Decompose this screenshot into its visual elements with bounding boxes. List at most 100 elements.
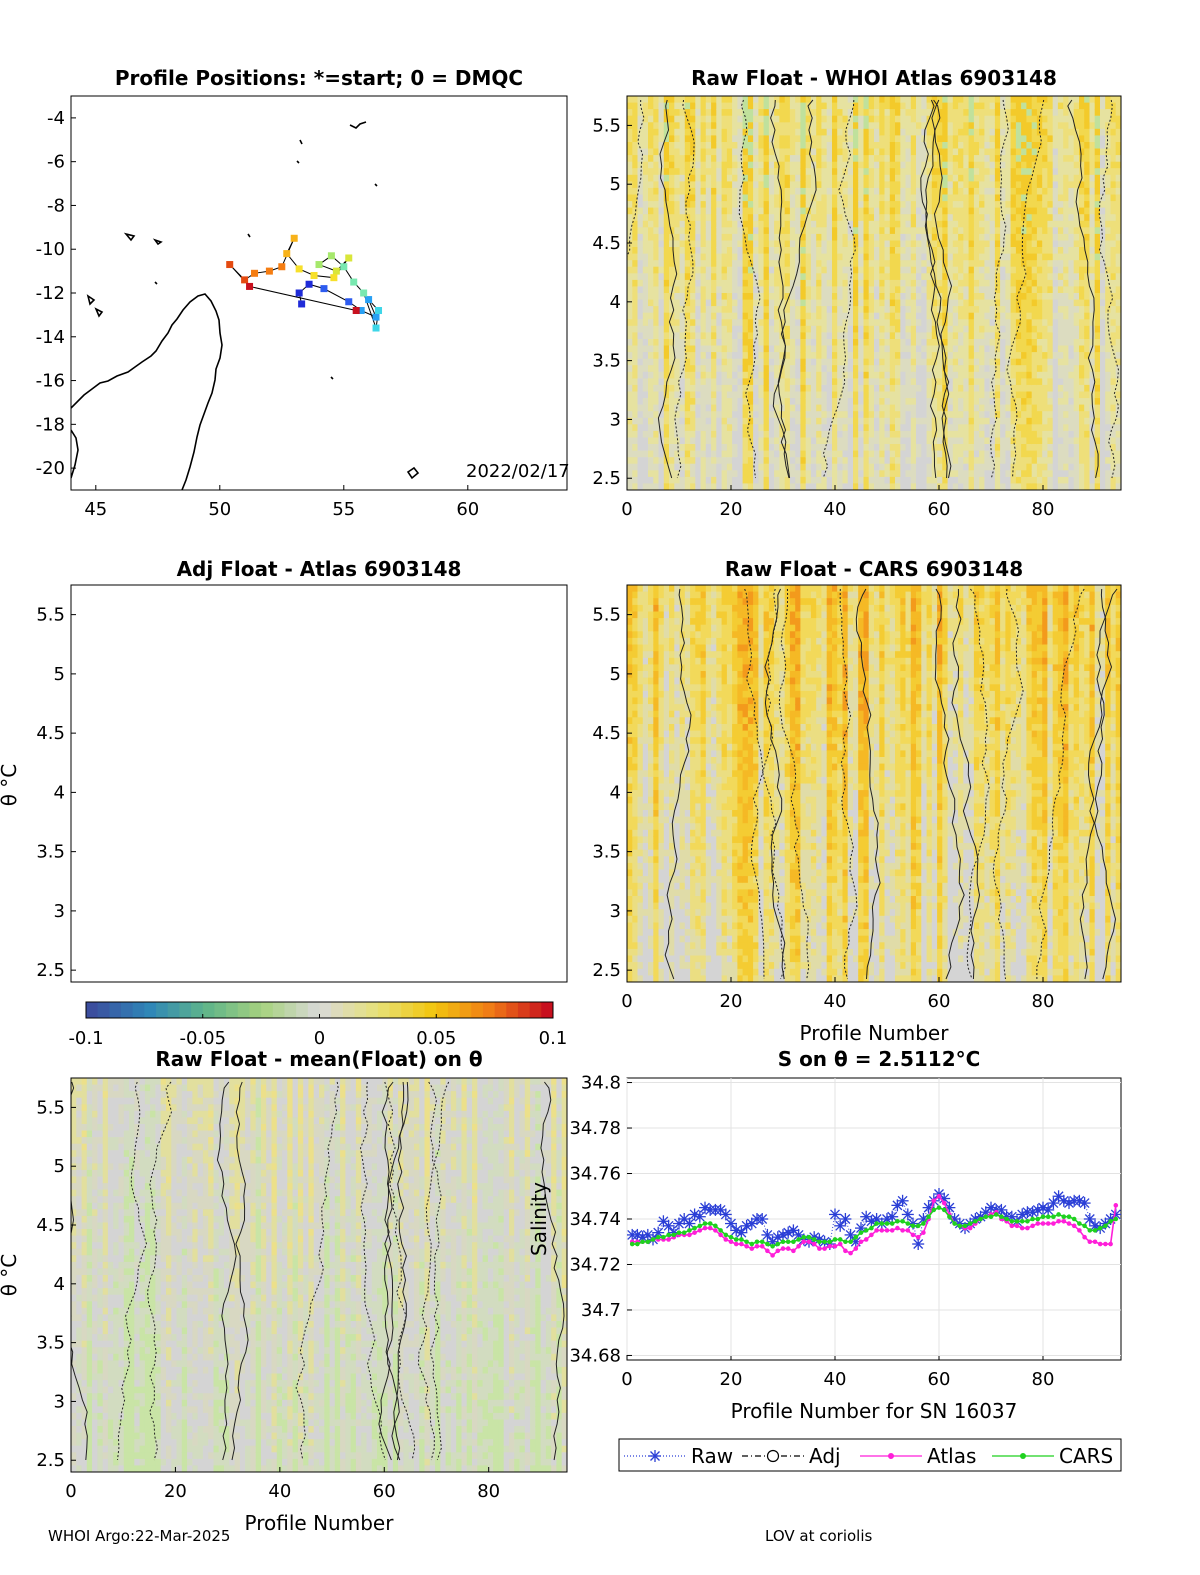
heatmap-cell: [994, 319, 1001, 327]
heatmap-cell: [1031, 279, 1038, 288]
heatmap-cell: [1010, 384, 1017, 393]
heatmap-cell: [863, 207, 870, 215]
heatmap-cell: [648, 142, 654, 150]
heatmap-cell: [658, 286, 665, 294]
heatmap-cell: [669, 444, 675, 452]
heatmap-cell: [958, 148, 964, 156]
heatmap-cell: [874, 148, 880, 156]
heatmap-cell: [789, 201, 796, 209]
heatmap-cell: [942, 444, 949, 452]
heatmap-cell: [884, 142, 891, 150]
heatmap-cell: [721, 398, 728, 406]
heatmap-cell: [1000, 384, 1006, 393]
heatmap-cell: [700, 450, 707, 458]
heatmap-cell: [937, 128, 943, 136]
heatmap-cell: [810, 135, 817, 143]
heatmap-cell: [821, 358, 828, 366]
heatmap-cell: [1015, 306, 1022, 314]
heatmap-cell: [653, 299, 660, 307]
heatmap-cell: [763, 135, 770, 143]
heatmap-cell: [916, 109, 922, 117]
heatmap-cell: [742, 411, 749, 419]
heatmap-cell: [952, 109, 959, 117]
heatmap-cell: [968, 214, 975, 222]
heatmap-cell: [947, 306, 954, 314]
heatmap-cell: [758, 128, 765, 136]
heatmap-cell: [753, 253, 759, 261]
heatmap-cell: [637, 430, 644, 439]
heatmap-cell: [837, 411, 844, 419]
heatmap-cell: [832, 279, 838, 288]
heatmap-cell: [958, 135, 964, 143]
heatmap-cell: [810, 371, 817, 379]
heatmap-cell: [1042, 142, 1049, 150]
heatmap-cell: [979, 476, 985, 485]
heatmap-cell: [821, 174, 828, 182]
heatmap-cell: [679, 122, 686, 130]
heatmap-cell: [726, 273, 733, 281]
heatmap-cell: [669, 266, 675, 274]
heatmap-cell: [674, 266, 681, 274]
heatmap-cell: [726, 319, 733, 327]
heatmap-cell: [679, 430, 686, 439]
heatmap-cell: [1031, 109, 1038, 117]
heatmap-cell: [837, 102, 844, 110]
y-tick-label: -20: [36, 458, 65, 479]
heatmap-cell: [858, 247, 865, 255]
heatmap-cell: [889, 430, 896, 439]
heatmap-cell: [874, 312, 880, 320]
heatmap-cell: [1042, 247, 1049, 255]
heatmap-cell: [742, 96, 749, 104]
heatmap-cell: [1010, 299, 1017, 307]
heatmap-cell: [973, 168, 980, 176]
heatmap-cell: [705, 339, 712, 347]
heatmap-cell: [800, 168, 807, 176]
heatmap-cell: [837, 214, 844, 222]
heatmap-cell: [810, 325, 817, 333]
heatmap-cell: [705, 102, 712, 110]
heatmap-cell: [674, 161, 681, 169]
heatmap-cell: [705, 352, 712, 360]
heatmap-cell: [889, 463, 896, 471]
heatmap-cell: [690, 220, 696, 228]
heatmap-cell: [973, 279, 980, 288]
heatmap-cell: [1000, 404, 1006, 412]
heatmap-cell: [895, 161, 901, 169]
heatmap-cell: [763, 437, 770, 445]
heatmap-cell: [1005, 430, 1012, 439]
heatmap-cell: [863, 187, 870, 196]
heatmap-cell: [1042, 384, 1049, 393]
heatmap-cell: [847, 404, 854, 412]
heatmap-cell: [837, 293, 844, 301]
heatmap-cell: [1026, 319, 1033, 327]
heatmap-cell: [984, 293, 991, 301]
heatmap-cell: [1010, 306, 1017, 314]
heatmap-cell: [826, 260, 833, 268]
heatmap-cell: [695, 398, 702, 406]
heatmap-cell: [763, 325, 770, 333]
heatmap-cell: [952, 391, 959, 399]
heatmap-cell: [994, 457, 1001, 465]
heatmap-cell: [726, 365, 733, 373]
heatmap-cell: [1021, 135, 1027, 143]
heatmap-cell: [1036, 424, 1043, 432]
heatmap-cell: [789, 181, 796, 189]
heatmap-cell: [679, 233, 686, 242]
heatmap-cell: [842, 463, 849, 471]
heatmap-cell: [795, 253, 802, 261]
heatmap-cell: [669, 293, 675, 301]
heatmap-cell: [900, 201, 907, 209]
heatmap-cell: [684, 96, 691, 104]
heatmap-cell: [742, 266, 749, 274]
heatmap-cell: [984, 128, 991, 136]
heatmap-cell: [868, 240, 875, 248]
heatmap-cell: [884, 450, 891, 458]
heatmap-cell: [868, 214, 875, 222]
heatmap-cell: [832, 168, 838, 176]
heatmap-cell: [789, 214, 796, 222]
heatmap-cell: [979, 279, 985, 288]
heatmap-cell: [858, 96, 865, 104]
heatmap-cell: [768, 470, 775, 478]
heatmap-cell: [784, 187, 791, 196]
heatmap-cell: [926, 476, 933, 485]
